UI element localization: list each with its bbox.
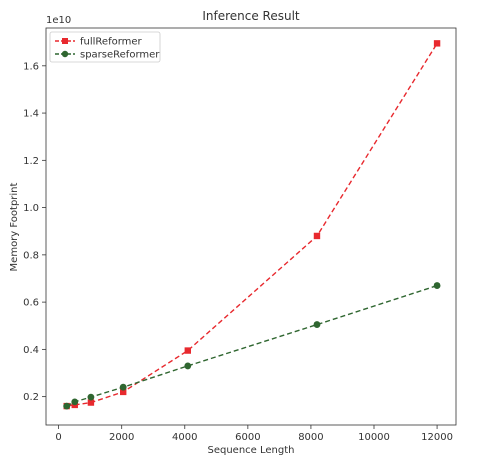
- data-point-sparseReformer: [184, 362, 192, 370]
- legend-marker-fullReformer: [62, 38, 68, 44]
- legend-label-fullReformer: fullReformer: [80, 37, 143, 48]
- x-tick-label: 4000: [172, 432, 197, 443]
- x-axis-label: Sequence Length: [208, 445, 295, 456]
- legend-marker-sparseReformer: [61, 50, 69, 58]
- legend-box: [49, 31, 161, 63]
- data-point-sparseReformer: [63, 402, 71, 410]
- y-tick-label: 0.6: [23, 298, 39, 309]
- data-point-sparseReformer: [313, 321, 321, 328]
- y-tick-label: 1.4: [23, 109, 39, 120]
- series-line-fullReformer: [66, 43, 438, 407]
- data-point-fullReformer: [184, 347, 191, 354]
- legend: fullReformer sparseReformer: [49, 31, 161, 63]
- data-point-sparseReformer: [87, 393, 95, 401]
- y-tick-label: 1.0: [23, 203, 39, 214]
- y-tick-label: 1.6: [23, 61, 39, 72]
- data-point-sparseReformer: [71, 398, 79, 406]
- x-tick-label: 6000: [235, 432, 260, 443]
- x-tick-label: 10000: [358, 432, 390, 443]
- y-tick-label: 1.2: [23, 156, 39, 167]
- y-tick-label: 0.2: [23, 392, 39, 403]
- data-point-sparseReformer: [433, 282, 441, 289]
- x-tick-label: 0: [55, 432, 61, 443]
- data-point-fullReformer: [313, 232, 321, 240]
- x-tick-label: 12000: [421, 432, 453, 443]
- x-tick-label: 8000: [298, 432, 323, 443]
- y-tick-label: 0.8: [23, 250, 39, 261]
- data-point-fullReformer: [87, 399, 95, 406]
- y-axis-offset-label: 1e10: [46, 15, 71, 26]
- x-tick-label: 2000: [109, 432, 134, 443]
- data-point-fullReformer: [120, 388, 127, 396]
- axes-frame: [45, 27, 457, 426]
- y-axis-label: Memory Footprint: [9, 182, 20, 271]
- data-point-fullReformer: [433, 40, 441, 47]
- plot-area: 0 2000 4000 6000 8000 10000 12000 0.2 0.4 0.6 0.8 1…: [23, 27, 457, 443]
- legend-label-sparseReformer: sparseReformer: [80, 50, 160, 61]
- y-tick-label: 0.4: [23, 345, 39, 356]
- data-point-sparseReformer: [119, 383, 127, 391]
- chart-title: Inference Result: [202, 9, 300, 23]
